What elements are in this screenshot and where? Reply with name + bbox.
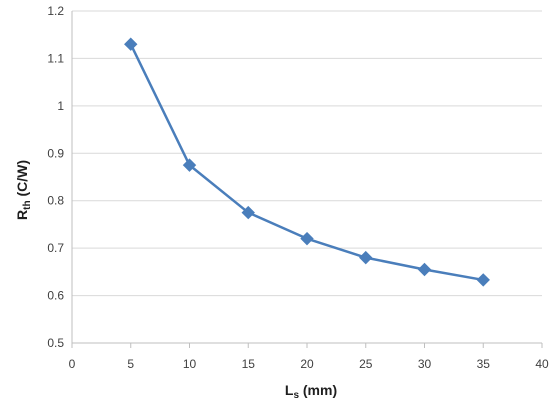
x-tick-label: 40: [535, 357, 549, 371]
grid-layer: [72, 10, 542, 344]
y-tick-label: 0.8: [47, 194, 64, 208]
x-tick-label: 25: [359, 357, 373, 371]
y-tick-label: 0.5: [47, 336, 64, 350]
series-layer: [124, 37, 490, 287]
data-point-diamond: [476, 273, 490, 287]
y-axis-title-main: R: [14, 210, 30, 220]
y-tick-label: 0.7: [47, 241, 64, 255]
data-point-diamond: [182, 158, 197, 172]
data-point-diamond: [300, 231, 314, 246]
label-layer: 0.5 0.6 0.7 0.8 0.9 1 1.1 1.2 0 5 10 15 20 25 30 35 40: [47, 4, 549, 371]
data-point-diamond: [124, 37, 138, 51]
y-axis-title: Rth (C/W): [14, 160, 33, 220]
axis-layer: [71, 11, 543, 348]
y-tick-label: 1.1: [47, 51, 64, 65]
y-axis-title-suffix: (C/W): [14, 160, 30, 200]
x-tick-label: 15: [242, 357, 256, 371]
x-axis-title-suffix: (mm): [299, 382, 337, 398]
x-tick-label: 35: [477, 357, 491, 371]
x-tick-label: 5: [127, 357, 134, 371]
y-tick-label: 1: [57, 99, 64, 113]
data-point-diamond: [359, 250, 373, 265]
y-axis-title-sub: th: [22, 200, 33, 209]
x-axis-title: Ls (mm): [285, 382, 337, 401]
data-point-diamond: [241, 205, 255, 220]
data-point-diamond: [417, 262, 432, 277]
x-axis-title-sub: s: [293, 390, 299, 401]
y-tick-label: 0.9: [47, 146, 64, 160]
x-tick-label: 0: [69, 357, 76, 371]
x-tick-label: 20: [300, 357, 314, 371]
x-tick-label: 30: [418, 357, 432, 371]
x-tick-label: 10: [183, 357, 197, 371]
y-tick-label: 1.2: [47, 4, 64, 18]
x-axis-title-main: L: [285, 382, 294, 398]
y-tick-label: 0.6: [47, 289, 64, 303]
